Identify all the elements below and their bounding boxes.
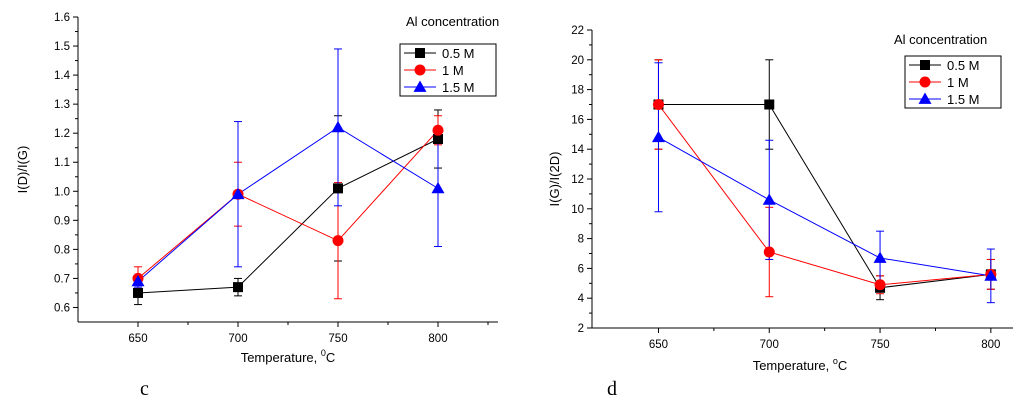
y-axis-label: I(D)/I(G) <box>15 146 30 194</box>
data-point <box>873 251 887 263</box>
legend: Al concentration 0.5 M 1 M 1.5 M <box>399 14 499 97</box>
x-tick-label: 750 <box>328 333 347 345</box>
legend-swatch-marker <box>413 80 427 92</box>
y-tick-label: 1.2 <box>54 128 70 140</box>
series-1-5-m <box>134 48 442 288</box>
x-tick-label: 800 <box>981 339 1000 351</box>
legend-entry-label: 1.5 M <box>947 92 980 107</box>
y-tick-label: 0.6 <box>54 302 70 314</box>
data-point <box>652 99 664 110</box>
x-axis-label-unit: C <box>838 358 847 373</box>
panel-letter: d <box>607 378 617 400</box>
y-tick-label: 20 <box>571 55 584 67</box>
legend-entry-label: 0.5 M <box>947 58 980 73</box>
y-tick-label: 4 <box>578 293 585 305</box>
x-tick-label: 650 <box>128 333 147 345</box>
y-tick-label: 18 <box>571 85 584 97</box>
data-point <box>333 183 343 194</box>
chart-panel-c: 0.6 0.7 0.8 0.9 1.0 1.1 1.2 1.3 1.4 1.5 1.6 650 700 7… <box>15 12 499 400</box>
x-axis-label: Temperature, 0C <box>241 348 336 365</box>
legend-entry-label: 0.5 M <box>442 46 475 61</box>
data-point <box>433 134 443 144</box>
data-point <box>764 99 775 110</box>
legend-swatch-marker <box>918 92 932 104</box>
data-point <box>233 282 243 293</box>
y-tick-label: 1.3 <box>54 99 70 111</box>
data-point <box>763 246 775 258</box>
legend-swatch-marker <box>414 64 426 76</box>
x-tick-label: 650 <box>649 339 668 351</box>
series-line <box>658 104 991 289</box>
legend-swatch-marker <box>920 60 930 70</box>
x-tick-label: 700 <box>228 333 247 345</box>
legend-entry-label: 1 M <box>947 75 969 90</box>
y-tick-label: 14 <box>571 144 584 156</box>
series-line <box>658 136 991 277</box>
y-tick-label: 0.8 <box>54 244 70 256</box>
y-tick-label: 2 <box>578 323 584 335</box>
series-line <box>137 129 439 279</box>
series-0-5-m <box>134 109 442 306</box>
series-line <box>137 126 439 282</box>
series-line <box>658 104 991 286</box>
y-tick-label: 0.9 <box>54 215 70 227</box>
legend-title: Al concentration <box>406 14 499 29</box>
y-tick-label: 8 <box>578 234 584 246</box>
panel-letter: c <box>140 378 149 400</box>
legend-swatch-marker <box>919 76 931 88</box>
legend-entry-label: 1 M <box>442 63 464 78</box>
x-axis-label: Temperature, oC <box>753 356 848 373</box>
y-tick-label: 1.4 <box>54 70 71 82</box>
chart-panel-d: 2 4 6 8 10 12 14 16 18 20 22 650 700 750 800 Temperatur… <box>547 25 1013 400</box>
data-point <box>231 187 245 200</box>
data-point <box>984 269 998 281</box>
data-point <box>432 124 444 136</box>
y-tick-label: 22 <box>571 25 584 37</box>
series-line <box>137 138 439 294</box>
y-tick-label: 16 <box>571 114 584 126</box>
y-tick-label: 1.5 <box>54 41 70 53</box>
x-axis-label-superscript: o <box>833 356 838 366</box>
y-tick-label: 6 <box>578 263 584 275</box>
data-point <box>874 279 886 291</box>
legend-swatch-marker <box>415 48 425 58</box>
x-axis-label-superscript: 0 <box>321 348 326 358</box>
x-tick-label: 700 <box>760 339 779 351</box>
data-point <box>331 120 345 133</box>
x-axis-label-unit: C <box>326 350 335 365</box>
y-tick-label: 1.0 <box>54 186 70 198</box>
y-tick-label: 10 <box>571 204 584 216</box>
legend-title: Al concentration <box>894 32 987 47</box>
x-tick-label: 750 <box>870 339 889 351</box>
x-axis-label-text: Temperature, <box>753 358 833 373</box>
x-tick-label: 800 <box>428 333 447 345</box>
data-point <box>133 287 143 298</box>
x-axis-label-text: Temperature, <box>241 350 321 365</box>
data-point <box>762 193 776 205</box>
data-point <box>332 235 344 247</box>
legend-entry-label: 1.5 M <box>442 80 475 95</box>
y-tick-label: 1.6 <box>54 12 70 24</box>
y-tick-label: 1.1 <box>54 157 70 169</box>
data-point <box>431 181 445 194</box>
y-axis-label: I(G)/I(2D) <box>547 152 562 207</box>
y-tick-label: 0.7 <box>54 273 70 285</box>
data-point <box>131 274 145 287</box>
y-tick-label: 12 <box>571 174 584 186</box>
data-point <box>651 130 665 143</box>
series-1-m <box>134 115 442 300</box>
legend: Al concentration 0.5 M 1 M 1.5 M <box>894 32 1002 109</box>
